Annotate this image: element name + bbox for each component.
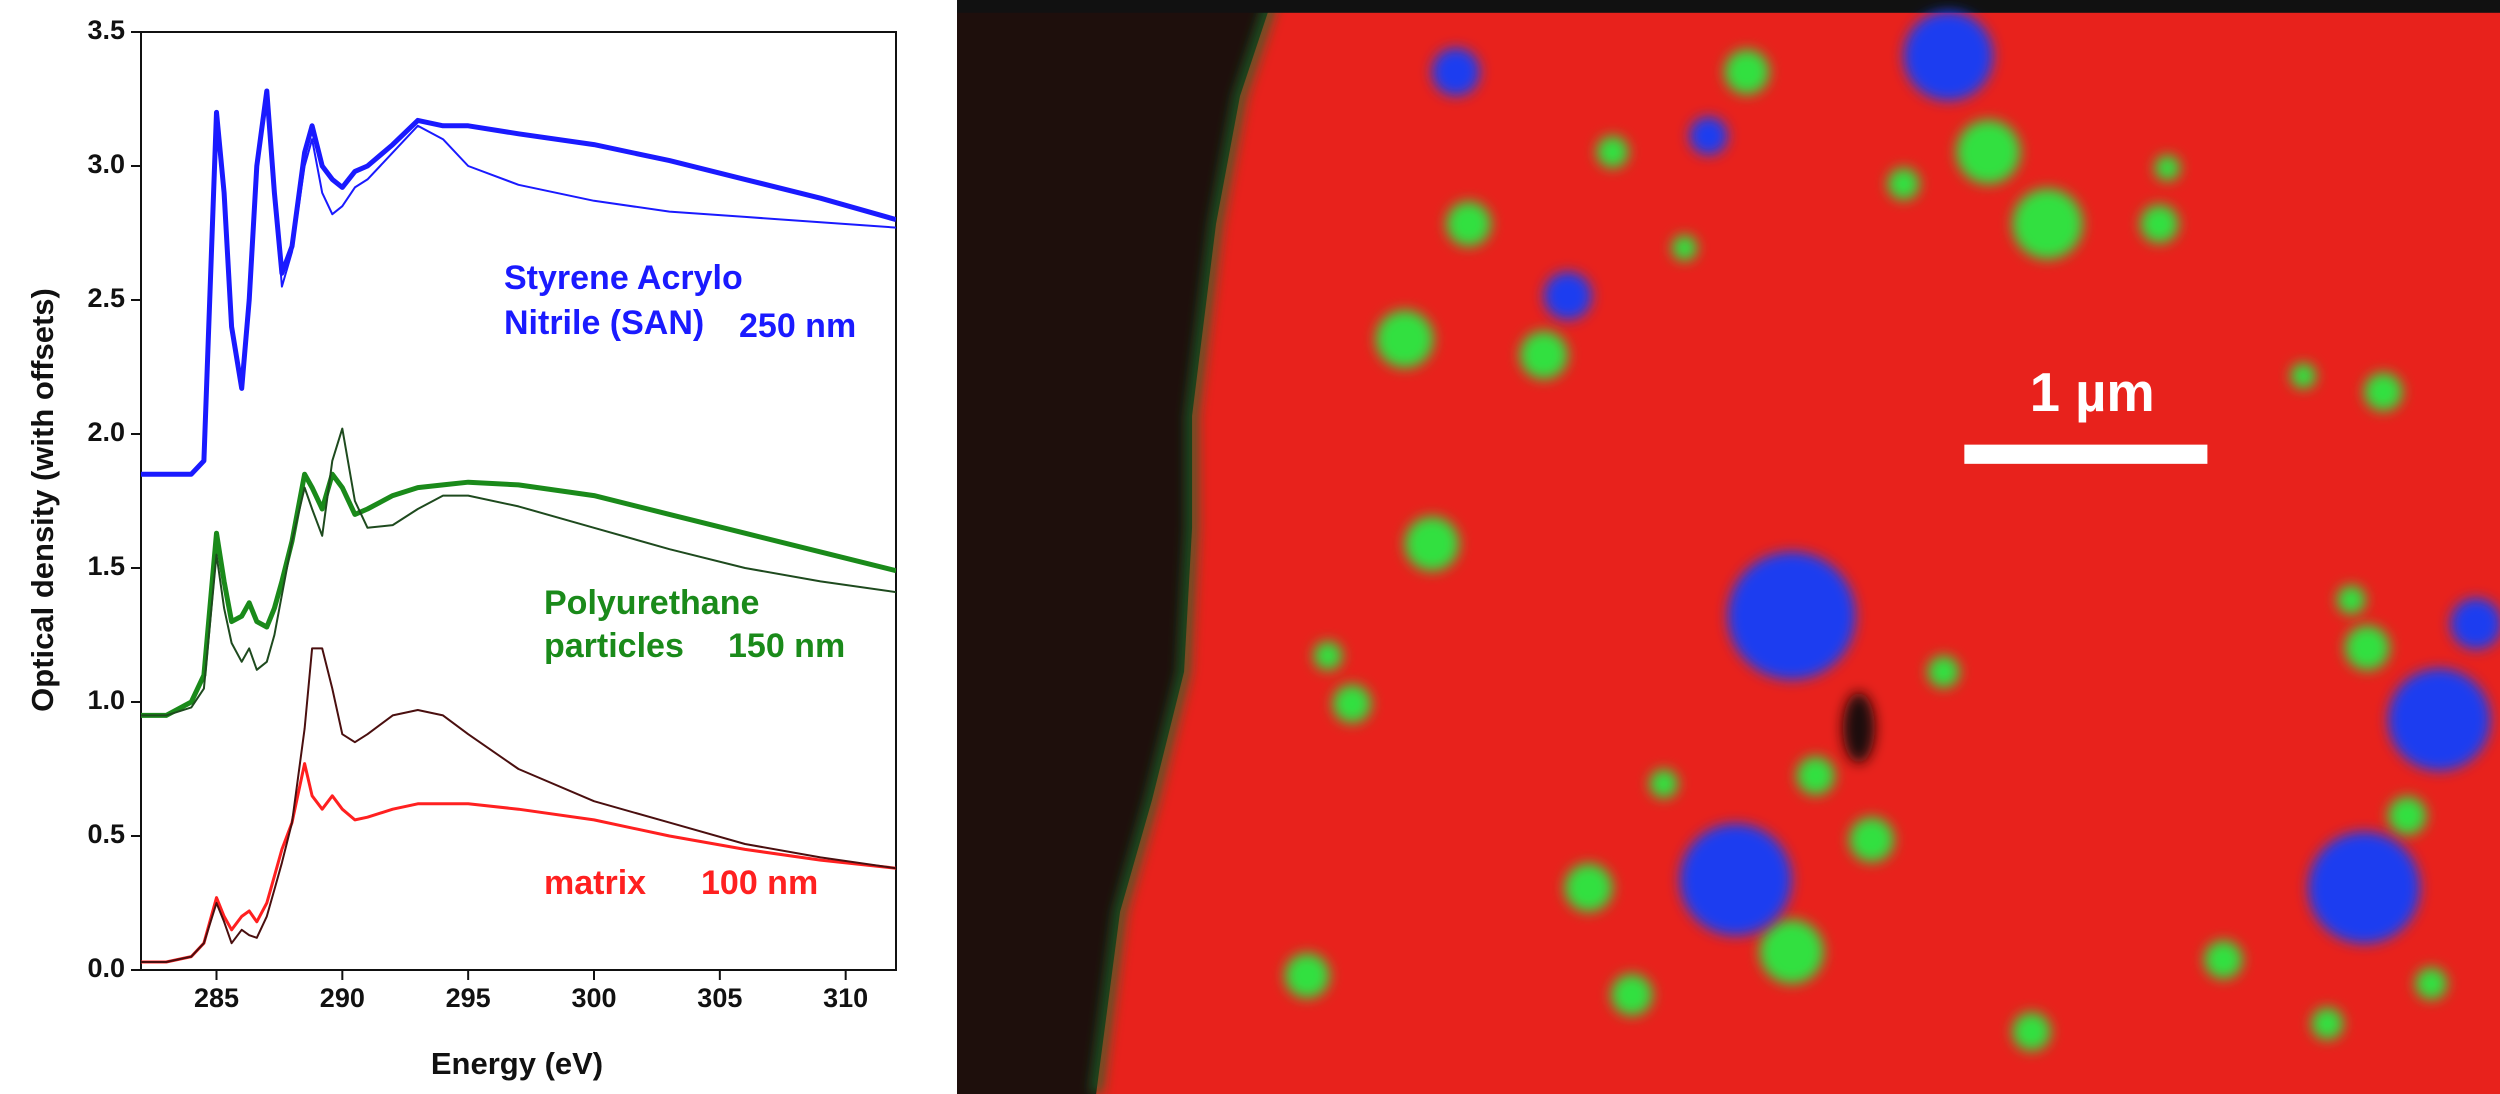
green-particle (2012, 1012, 2051, 1051)
green-particle (1564, 863, 1613, 912)
annotation: particles (544, 627, 684, 665)
y-tick-label: 2.5 (87, 283, 125, 313)
series-line (141, 90, 896, 476)
green-particle (1332, 684, 1372, 723)
green-particle (1375, 310, 1434, 368)
y-axis-label: Optical density (with offsets) (25, 288, 60, 712)
series-line (141, 427, 896, 717)
x-tick-label: 295 (446, 983, 491, 1013)
green-particle (1956, 119, 2021, 184)
y-tick-label: 1.0 (87, 685, 125, 715)
y-tick-label: 2.0 (87, 417, 125, 447)
y-tick-label: 0.5 (87, 819, 125, 849)
series-line (141, 762, 896, 964)
blue-particle (1689, 116, 1728, 156)
green-particle (2154, 155, 2181, 181)
green-particle (2415, 967, 2448, 1000)
dark-spot (1842, 692, 1875, 763)
blue-particle (2308, 831, 2421, 944)
x-tick-label: 285 (194, 983, 239, 1013)
green-particle (1610, 974, 1653, 1016)
green-particle (1284, 953, 1330, 999)
x-axis-label: Energy (eV) (431, 1046, 603, 1081)
blue-particle (1543, 271, 1592, 320)
plot-frame (140, 31, 897, 971)
green-particle (1596, 135, 1629, 168)
green-particle (2140, 204, 2179, 244)
annotation: 250 nm (739, 307, 856, 345)
x-tick-label: 290 (320, 983, 365, 1013)
plot-lines (141, 88, 896, 964)
green-particle (1446, 201, 1492, 247)
green-particle (2364, 372, 2403, 412)
series-line (141, 471, 896, 718)
green-particle (1313, 641, 1343, 671)
edge (1091, 0, 1277, 1094)
scale-bar-label: 1 µm (2030, 362, 2155, 423)
green-particle (1849, 817, 1894, 863)
blue-particle (1679, 823, 1792, 936)
y-tick-label: 3.5 (87, 15, 125, 45)
green-particle (1519, 331, 1568, 380)
green-particle (2336, 585, 2366, 615)
green-particle (2204, 940, 2243, 979)
green-particle (1796, 756, 1835, 795)
green-particle (1671, 235, 1698, 261)
green-particle (1887, 167, 1920, 200)
blue-particle (1727, 551, 1856, 680)
green-particle (2344, 625, 2390, 671)
x-tick-label: 305 (697, 983, 742, 1013)
blue-particle (1903, 11, 1994, 101)
y-tick-label: 1.5 (87, 551, 125, 581)
x-tick-label: 300 (571, 983, 616, 1013)
green-particle (1759, 919, 1824, 984)
green-particle (1927, 655, 1960, 688)
x-tick-label: 310 (823, 983, 868, 1013)
micrograph: 1 µm (957, 0, 2500, 1094)
green-particle (2290, 363, 2317, 389)
annotation: 100 nm (701, 864, 818, 902)
blue-particle (2388, 668, 2491, 771)
series-line (141, 647, 896, 963)
green-particle (2388, 796, 2427, 835)
y-tick-label: 0.0 (87, 953, 125, 983)
green-particle (1649, 769, 1679, 799)
green-particle (2012, 188, 2083, 260)
annotation: Nitrile (SAN) (504, 304, 704, 342)
annotation: Styrene Acrylo (504, 259, 743, 297)
annotation: matrix (544, 864, 646, 902)
blue-particle (1431, 47, 1480, 96)
green-particle (1724, 49, 1770, 95)
annotation: Polyurethane (544, 584, 759, 622)
annotation: 150 nm (728, 627, 845, 665)
y-tick-label: 3.0 (87, 149, 125, 179)
green-particle (1404, 516, 1460, 571)
scale-bar (1964, 444, 2208, 464)
blue-particle (2450, 598, 2500, 650)
top-border (957, 0, 2500, 13)
green-particle (2311, 1007, 2344, 1040)
dark-region (957, 0, 1272, 1094)
